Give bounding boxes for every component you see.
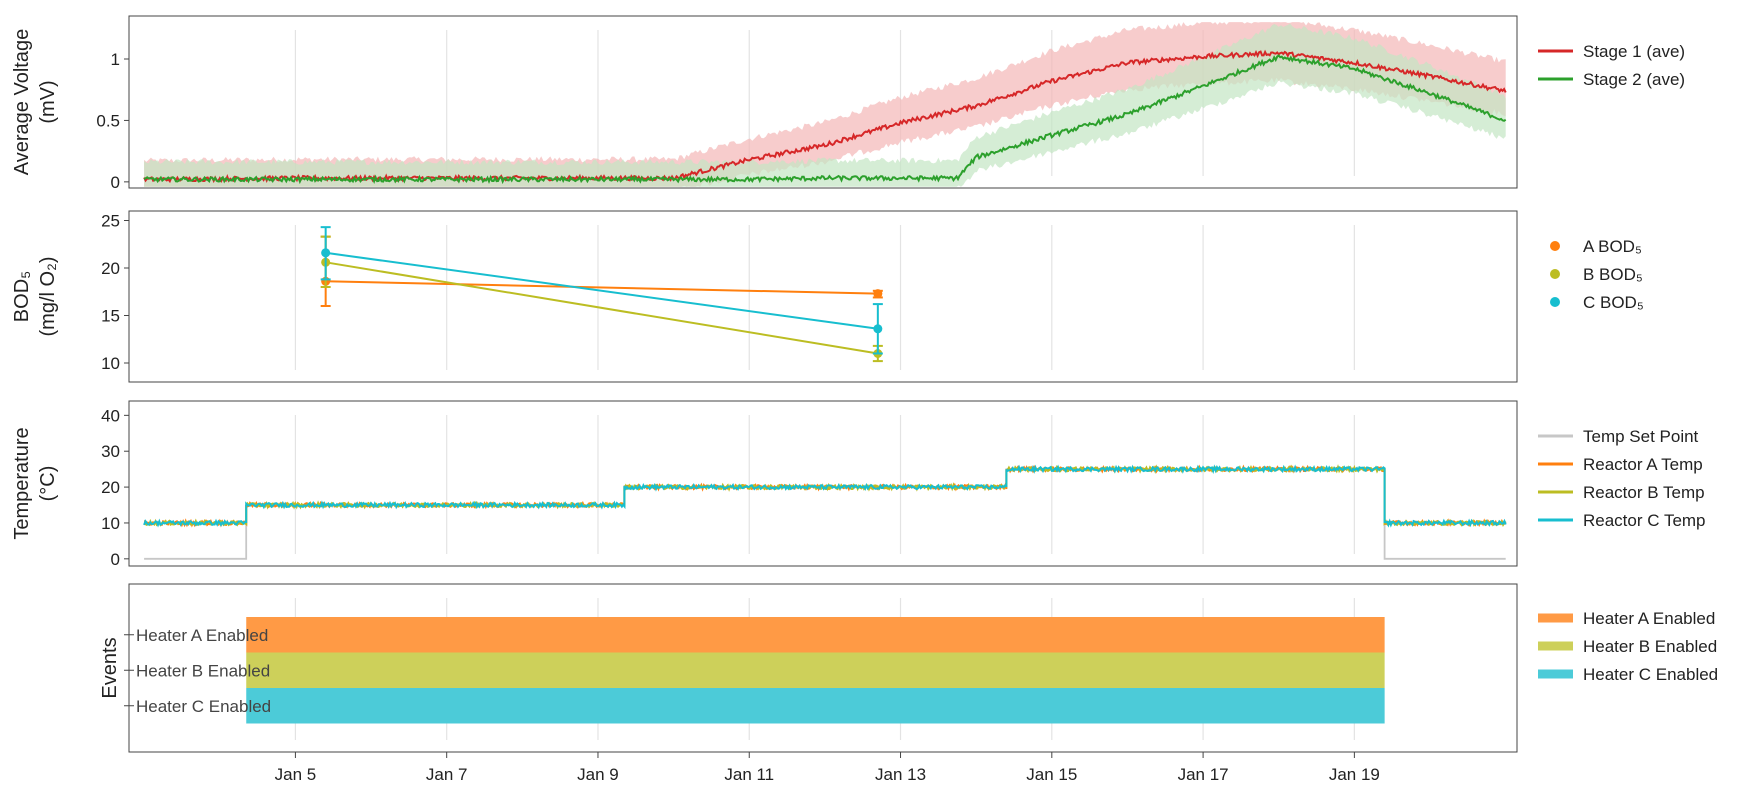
y-tick-label: 0.5 xyxy=(96,111,120,130)
y-axis-label: (mV) xyxy=(37,80,59,123)
legend-label: B BOD₅ xyxy=(1583,265,1643,284)
y-axis-label: (°C) xyxy=(37,466,59,502)
y-tick-label: 0 xyxy=(111,173,120,192)
temp-line-1 xyxy=(144,468,1506,560)
temp-line-2 xyxy=(144,464,1507,528)
legend-label: Reactor A Temp xyxy=(1583,455,1703,474)
bod-line-1 xyxy=(325,280,878,295)
legend-label: Stage 1 (ave) xyxy=(1583,42,1685,61)
panel-frame-4 xyxy=(128,583,1518,753)
temp-line-3 xyxy=(143,464,1507,527)
event-category-label: Heater B Enabled xyxy=(136,661,270,680)
y-tick-label: 20 xyxy=(101,259,120,278)
bod-line-2 xyxy=(325,261,879,355)
x-tick-label: Jan 19 xyxy=(1329,765,1380,784)
bod-point xyxy=(321,248,331,258)
legend-label: Heater C Enabled xyxy=(1583,665,1718,684)
y-axis-label-group: Temperature (°C) xyxy=(11,427,59,539)
x-tick-label: Jan 13 xyxy=(875,765,926,784)
series-band-1 xyxy=(144,22,1506,187)
event-category-label: Heater C Enabled xyxy=(136,697,271,716)
temp-line-4 xyxy=(143,464,1507,528)
y-tick-label: 30 xyxy=(101,442,120,461)
heater-band-2 xyxy=(246,652,1385,688)
y-tick-label: 10 xyxy=(101,514,120,533)
y-axis-label-group: Average Voltage (mV) xyxy=(11,29,59,175)
y-tick-label: 25 xyxy=(101,212,120,231)
x-tick-label: Jan 5 xyxy=(275,765,317,784)
bod-line-3 xyxy=(325,251,878,330)
y-axis-label: Average Voltage xyxy=(11,29,33,175)
y-tick-label: 1 xyxy=(111,50,120,69)
y-axis-label-group: BOD₅ (mg/l O₂) xyxy=(11,257,59,337)
event-category-label: Heater A Enabled xyxy=(136,626,268,645)
bod-point xyxy=(873,289,883,299)
x-tick-label: Jan 11 xyxy=(724,765,774,784)
bod-point xyxy=(873,324,883,334)
x-tick-label: Jan 17 xyxy=(1178,765,1229,784)
y-tick-label: 0 xyxy=(111,550,120,569)
legend-label: Heater A Enabled xyxy=(1583,609,1715,628)
heater-band-1 xyxy=(246,617,1385,653)
series-line-1 xyxy=(143,49,1507,184)
y-tick-label: 15 xyxy=(101,307,120,326)
y-tick-label: 20 xyxy=(101,478,120,497)
panel-frame-2 xyxy=(128,210,1518,383)
y-axis-label: BOD₅ xyxy=(11,271,33,322)
x-tick-label: Jan 15 xyxy=(1026,765,1077,784)
legend-swatch xyxy=(1550,297,1560,307)
legend-label: C BOD₅ xyxy=(1583,293,1644,312)
legend-label: Temp Set Point xyxy=(1583,427,1699,446)
legend-label: Stage 2 (ave) xyxy=(1583,70,1685,89)
x-tick-label: Jan 7 xyxy=(426,765,468,784)
heater-band-3 xyxy=(246,688,1385,724)
legend-label: A BOD₅ xyxy=(1583,237,1642,256)
legend-label: Reactor B Temp xyxy=(1583,483,1705,502)
legend-label: Reactor C Temp xyxy=(1583,511,1706,530)
series-line-2 xyxy=(143,54,1507,185)
series-band-2 xyxy=(144,23,1506,187)
y-axis-label: Events xyxy=(99,637,121,698)
panel-frame-1 xyxy=(128,15,1518,189)
y-axis-label: (mg/l O₂) xyxy=(37,257,59,337)
legend-swatch xyxy=(1550,269,1560,279)
y-tick-label: 10 xyxy=(101,354,120,373)
panel-frame-3 xyxy=(128,400,1518,567)
x-tick-label: Jan 9 xyxy=(577,765,619,784)
legend-swatch xyxy=(1550,241,1560,251)
legend-label: Heater B Enabled xyxy=(1583,637,1717,656)
y-tick-label: 40 xyxy=(101,406,120,425)
y-axis-label: Temperature xyxy=(11,427,33,539)
y-axis-label-group: Events xyxy=(99,637,121,698)
